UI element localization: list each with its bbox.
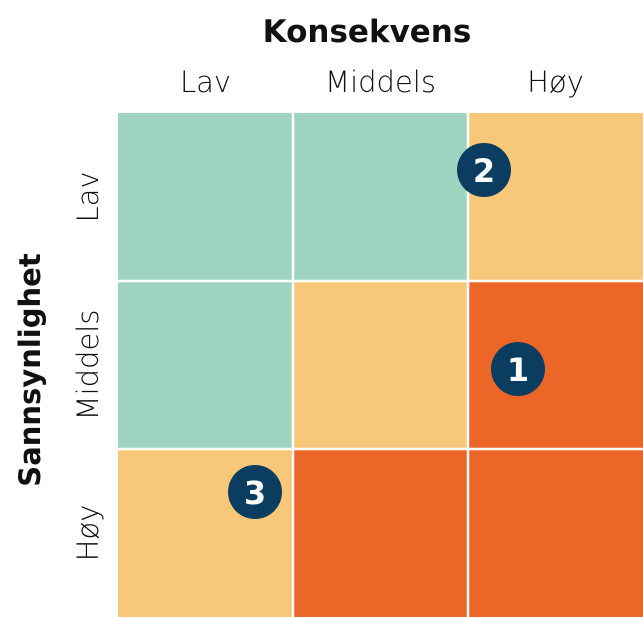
risk-marker-label: 2 <box>473 152 495 190</box>
y-axis-title: Sannsynlighet <box>13 253 47 487</box>
matrix-cell <box>294 450 467 617</box>
x-axis-title: Konsekvens <box>263 14 472 50</box>
row-label: Høy <box>71 505 105 562</box>
risk-marker <box>457 143 511 197</box>
row-label: Lav <box>71 171 105 222</box>
column-label: Middels <box>325 65 436 99</box>
risk-marker-label: 1 <box>507 351 529 389</box>
risk-marker-label: 3 <box>244 474 266 512</box>
risk-marker <box>491 342 545 396</box>
matrix-cell <box>469 113 643 280</box>
matrix-cell <box>118 113 292 280</box>
risk-marker <box>228 465 282 519</box>
column-label: Høy <box>527 65 584 99</box>
matrix-cell <box>294 113 467 280</box>
matrix-cell <box>294 282 467 448</box>
row-label: Middels <box>71 310 105 421</box>
matrix-cell <box>118 282 292 448</box>
matrix-cell <box>469 450 643 617</box>
column-label: Lav <box>180 65 231 99</box>
